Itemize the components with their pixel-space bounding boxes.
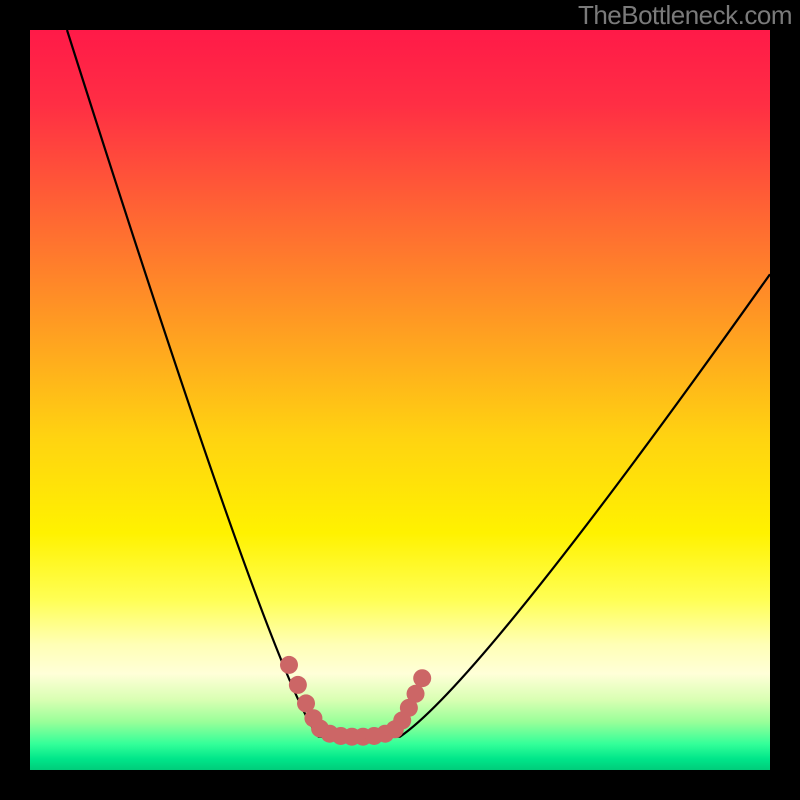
chart-container: TheBottleneck.com — [0, 0, 800, 800]
watermark-text: TheBottleneck.com — [578, 0, 792, 31]
marker-point — [289, 676, 307, 694]
bottleneck-chart — [0, 0, 800, 800]
plot-background — [30, 30, 770, 770]
marker-point — [407, 685, 425, 703]
marker-point — [413, 669, 431, 687]
marker-point — [280, 656, 298, 674]
